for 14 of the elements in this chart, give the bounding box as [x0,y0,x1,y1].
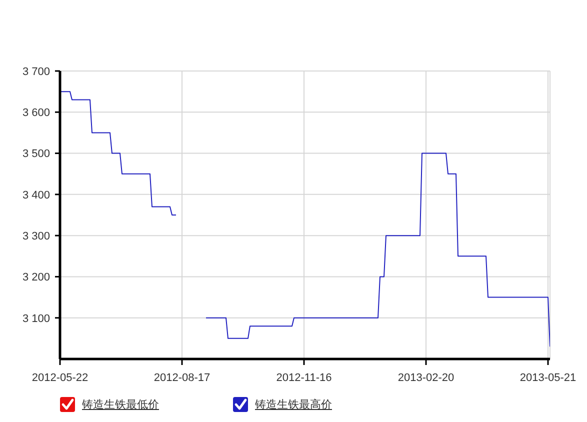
legend-label: 铸造生铁最低价 [82,398,159,412]
y-tick-label: 3 600 [22,107,50,120]
legend-label: 铸造生铁最高价 [255,398,332,412]
y-tick-label: 3 300 [22,230,50,242]
y-tick-label: 3 200 [22,272,50,284]
x-tick-label: 2013-02-20 [398,372,454,384]
x-tick-label: 2013-05-21 [520,372,576,384]
y-tick-label: 3 500 [22,148,50,160]
x-tick-label: 2012-08-17 [154,372,210,384]
y-tick-label: 3 400 [22,189,50,202]
x-tick-label: 2012-11-16 [276,372,332,384]
y-tick-label: 3 700 [22,66,50,78]
y-tick-label: 3 100 [22,312,50,325]
x-tick-label: 2012-05-22 [32,372,88,384]
